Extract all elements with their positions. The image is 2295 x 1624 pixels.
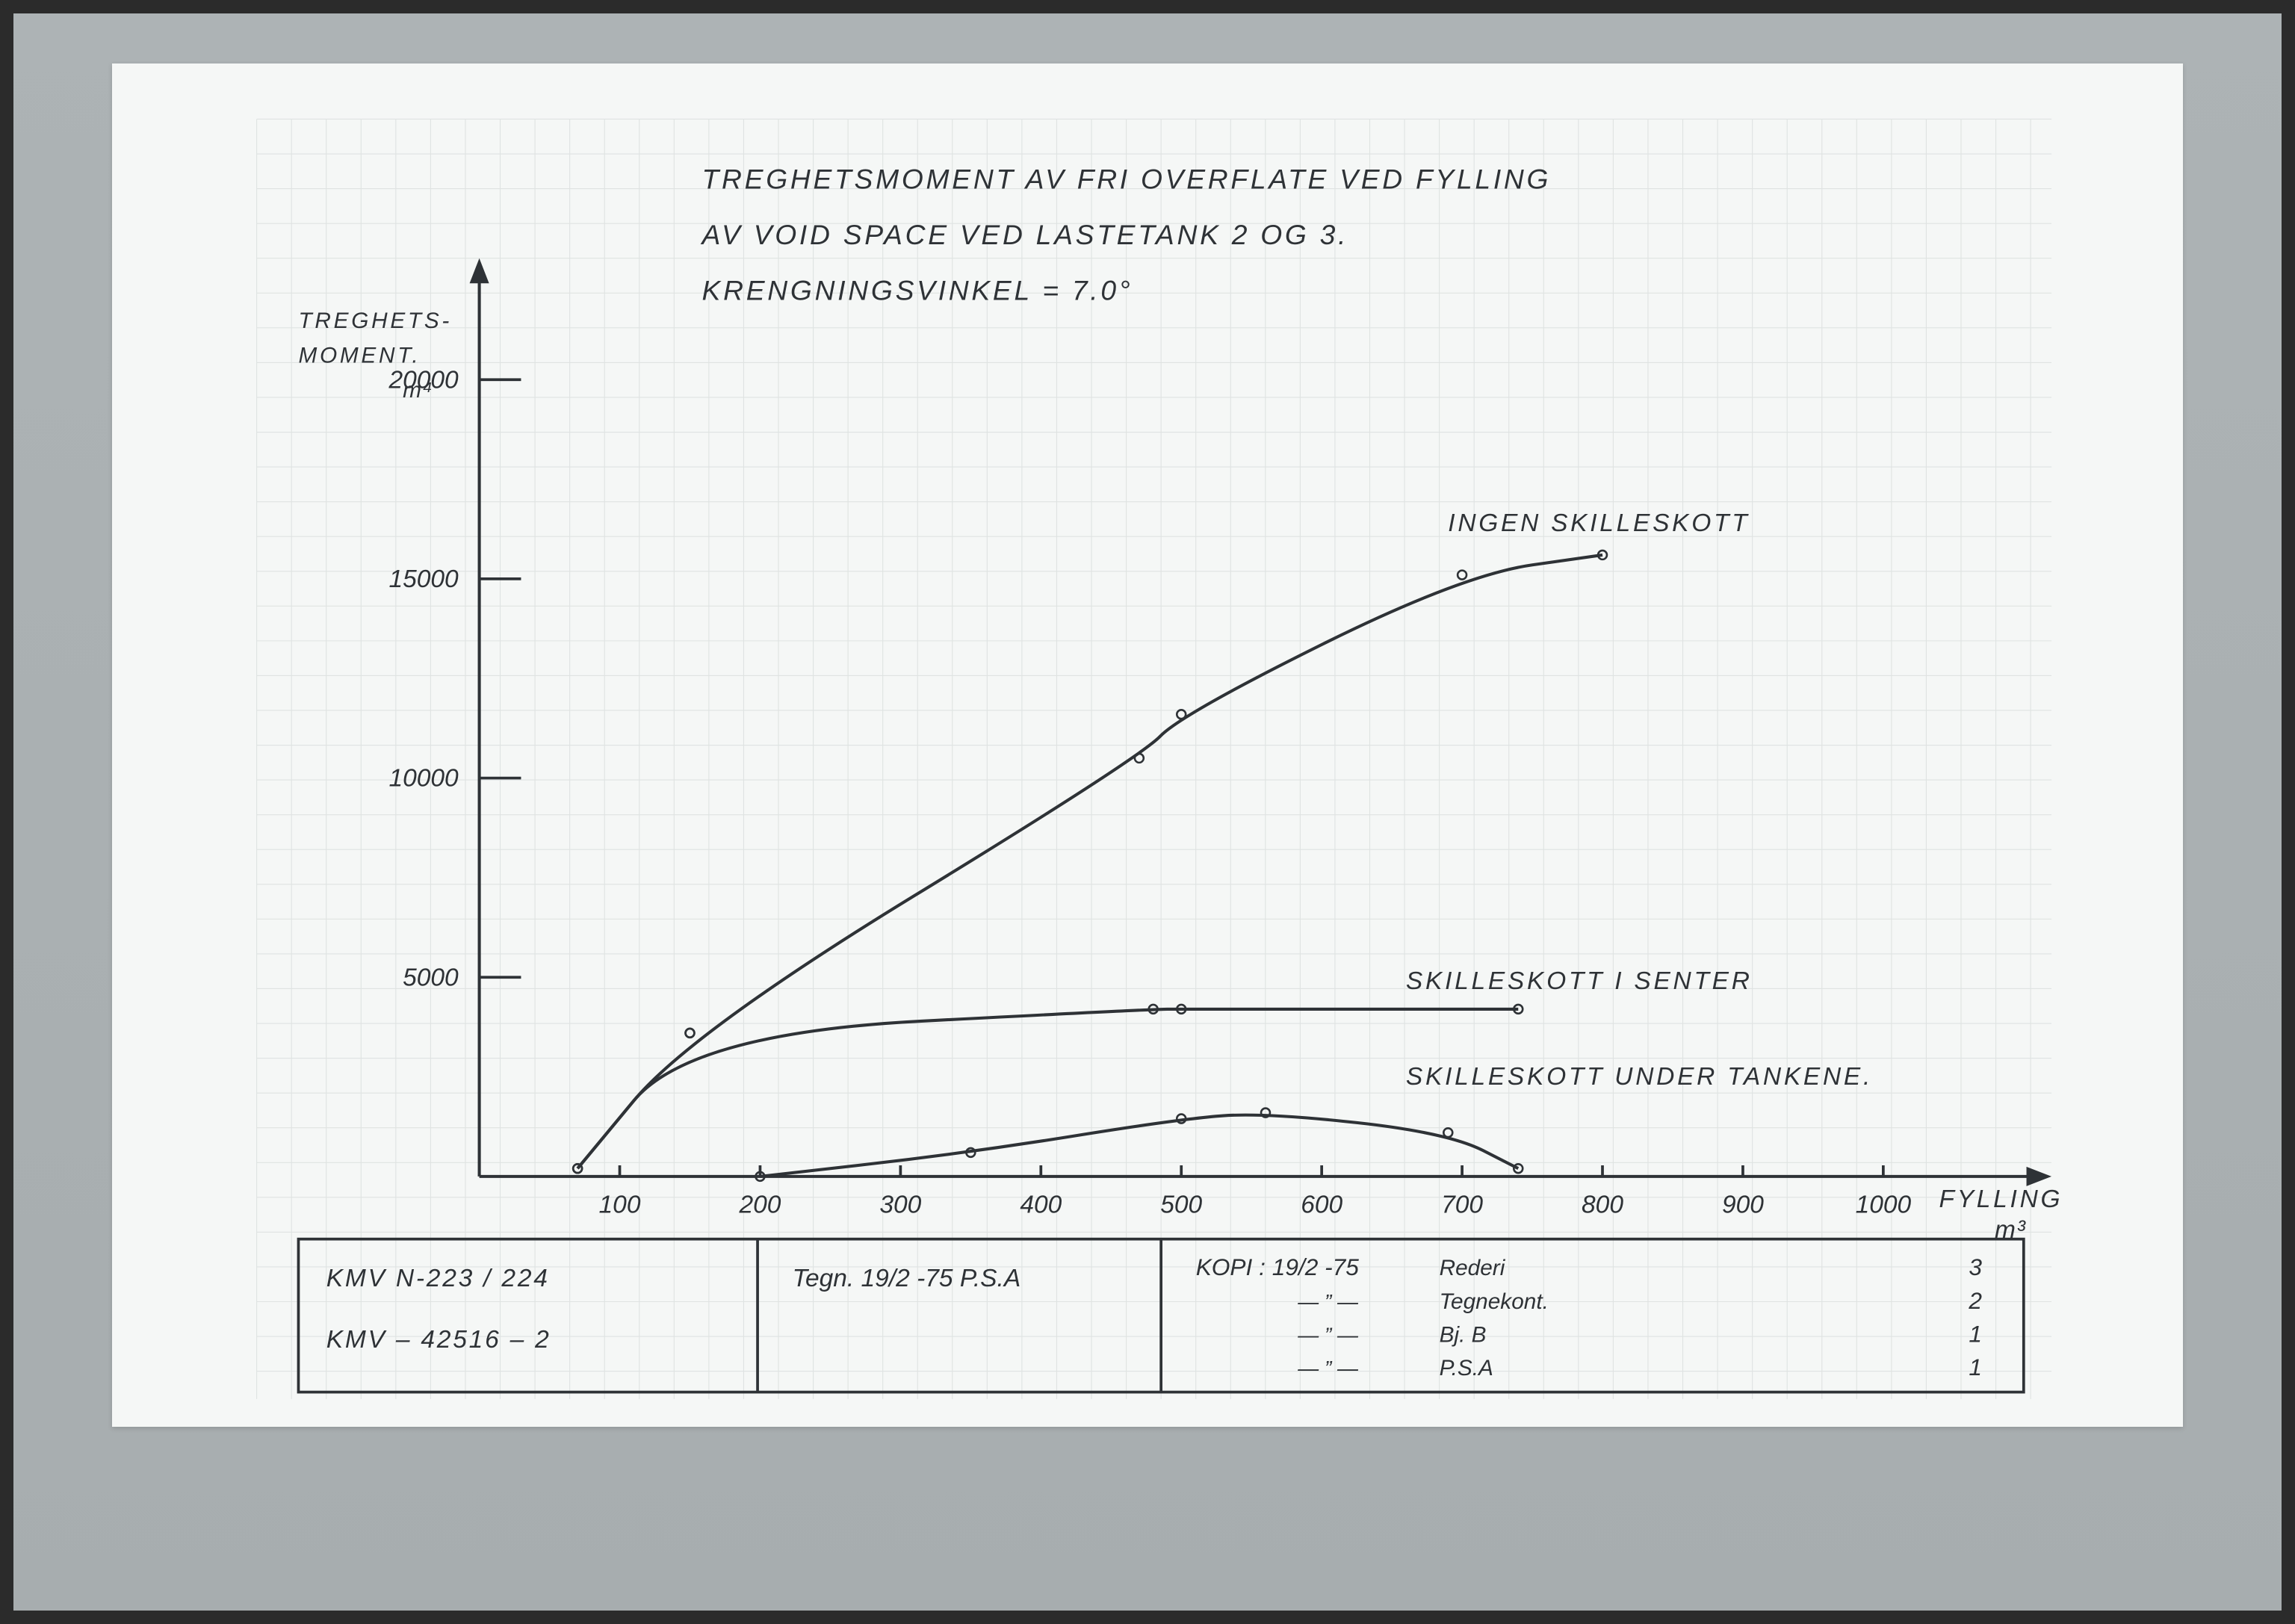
info-row-label: Rederi: [1440, 1256, 1506, 1280]
chart-title-line2: AV VOID SPACE VED LASTETANK 2 OG 3.: [701, 219, 1349, 250]
info-ditto: — ” —: [1298, 1324, 1360, 1347]
info-ditto: — ” —: [1298, 1357, 1360, 1380]
info-row-qty: 1: [1969, 1354, 1983, 1380]
x-tick-label: 700: [1442, 1191, 1484, 1218]
y-tick-label: 5000: [403, 964, 459, 992]
engineering-chart: TREGHETSMOMENT AV FRI OVERFLATE VED FYLL…: [112, 63, 2182, 1427]
info-row-label: Tegnekont.: [1440, 1289, 1549, 1314]
x-axis-label: FYLLING: [1939, 1186, 2063, 1213]
x-tick-label: 200: [739, 1191, 781, 1218]
x-tick-label: 900: [1722, 1191, 1764, 1218]
chart-title-line1: TREGHETSMOMENT AV FRI OVERFLATE VED FYLL…: [702, 164, 1552, 195]
data-marker: [1135, 754, 1144, 763]
info-row-qty: 2: [1969, 1287, 1983, 1314]
y-tick-label: 15000: [389, 565, 459, 593]
data-marker: [1177, 710, 1186, 719]
series-curve: [578, 1009, 1519, 1168]
info-right-header: KOPI : 19/2 -75: [1196, 1253, 1360, 1280]
info-ditto: — ” —: [1298, 1290, 1360, 1313]
x-tick-label: 1000: [1856, 1191, 1912, 1218]
info-row-qty: 1: [1969, 1321, 1983, 1348]
x-tick-label: 400: [1020, 1191, 1062, 1218]
y-tick-label: 20000: [388, 367, 459, 394]
series-label: INGEN SKILLESKOTT: [1449, 509, 1750, 537]
data-marker: [1444, 1128, 1453, 1137]
series-label: SKILLESKOTT UNDER TANKENE.: [1406, 1063, 1873, 1091]
series-label: SKILLESKOTT I SENTER: [1406, 967, 1753, 995]
x-tick-label: 800: [1582, 1191, 1624, 1218]
info-row-label: P.S.A: [1440, 1356, 1493, 1380]
info-row-qty: 3: [1969, 1253, 1983, 1280]
data-marker: [1458, 571, 1467, 580]
x-tick-label: 600: [1301, 1191, 1343, 1218]
y-axis-label-1: TREGHETS-: [299, 309, 453, 333]
y-axis-label-2: MOMENT.: [299, 344, 421, 368]
data-marker: [574, 1164, 583, 1173]
chart-title-line3: KRENGNINGSVINKEL = 7.0°: [702, 275, 1133, 306]
info-left-line2: KMV – 42516 – 2: [326, 1326, 551, 1354]
data-marker: [686, 1029, 695, 1038]
y-tick-label: 10000: [389, 765, 459, 793]
x-tick-label: 500: [1161, 1191, 1203, 1218]
info-row-label: Bj. B: [1440, 1323, 1487, 1348]
x-tick-label: 300: [880, 1191, 922, 1218]
x-tick-label: 100: [599, 1191, 641, 1218]
info-left-line1: KMV N-223 / 224: [326, 1265, 550, 1292]
info-mid-line1: Tegn. 19/2 -75 P.S.A: [793, 1265, 1021, 1292]
